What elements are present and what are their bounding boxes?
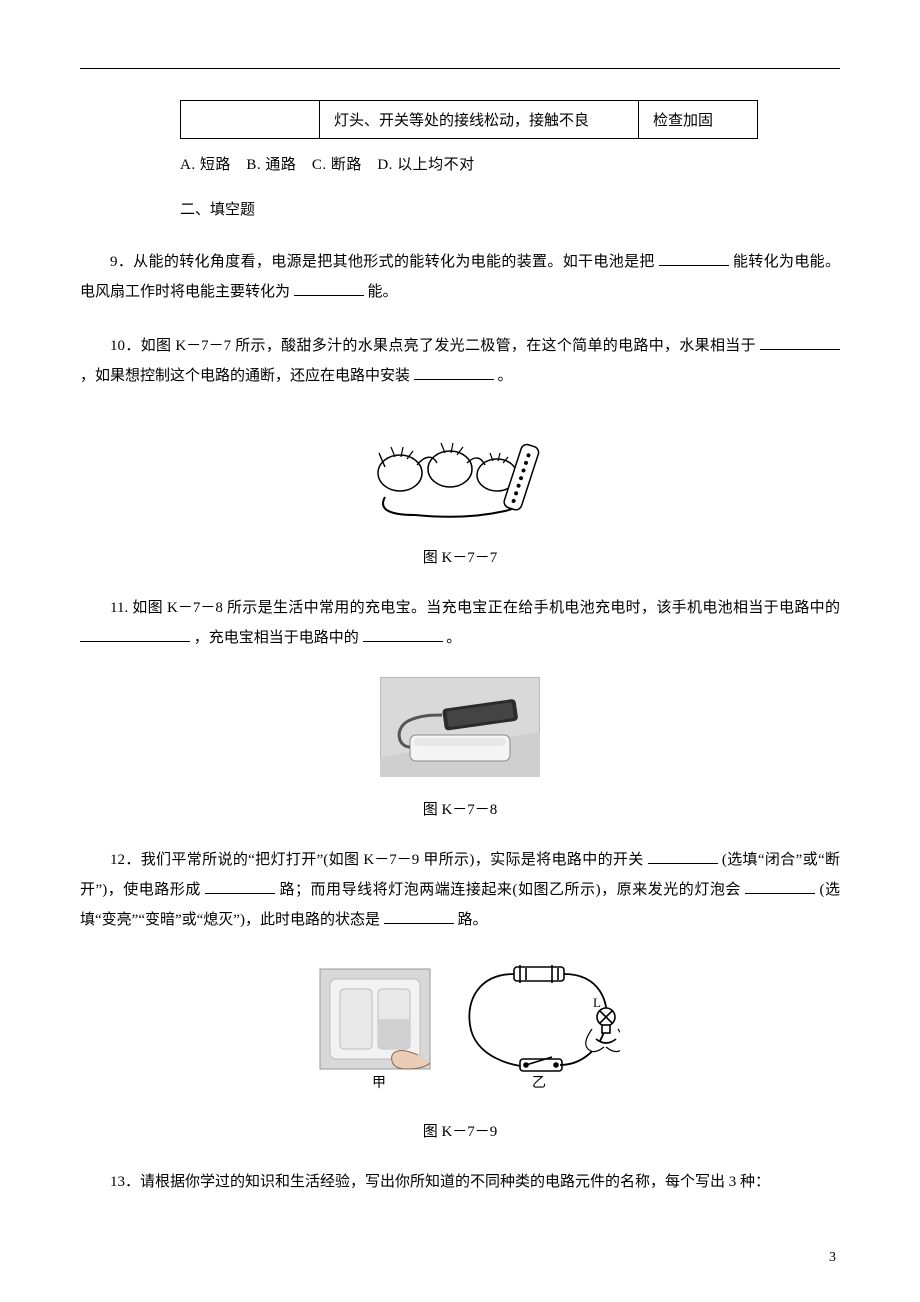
figure-k-7-8	[80, 677, 840, 782]
q9-text-c: 能。	[368, 284, 398, 300]
fig9-label-right: 乙	[532, 1075, 546, 1091]
q11-text-b: ，充电宝相当于电路中的	[194, 630, 359, 646]
table-cell-action: 检查加固	[639, 101, 758, 139]
table-row: 灯头、开关等处的接线松动，接触不良 检查加固	[181, 101, 758, 139]
figure-k-7-9: 甲	[80, 959, 840, 1104]
question-12: 12．我们平常所说的“把灯打开”(如图 K－7－9 甲所示)，实际是将电路中的开…	[80, 845, 840, 935]
q12-text-e: 路。	[457, 912, 487, 928]
question-11: 11. 如图 K－7－8 所示是生活中常用的充电宝。当充电宝正在给手机电池充电时…	[80, 593, 840, 653]
blank	[414, 364, 494, 380]
blank	[294, 280, 364, 296]
q11-text-a: 11. 如图 K－7－8 所示是生活中常用的充电宝。当充电宝正在给手机电池充电时…	[110, 600, 840, 616]
blank	[760, 334, 840, 350]
blank	[384, 908, 454, 924]
table-fragment: 灯头、开关等处的接线松动，接触不良 检查加固	[180, 100, 758, 139]
q10-text-a: 10．如图 K－7－7 所示，酸甜多汁的水果点亮了发光二极管，在这个简单的电路中…	[110, 338, 756, 354]
blank	[648, 848, 718, 864]
table-cell-fault: 灯头、开关等处的接线松动，接触不良	[320, 101, 639, 139]
blank	[363, 626, 443, 642]
figure-k-7-9-caption: 图 K－7－9	[80, 1120, 840, 1141]
table-cell-empty	[181, 101, 320, 139]
blank	[80, 626, 190, 642]
blank	[205, 878, 275, 894]
figure-k-7-8-caption: 图 K－7－8	[80, 798, 840, 819]
q10-text-b: ，如果想控制这个电路的通断，还应在电路中安装	[80, 368, 410, 384]
q9-text-a: 9．从能的转化角度看，电源是把其他形式的能转化为电能的装置。如干电池是把	[110, 254, 655, 270]
question-9: 9．从能的转化角度看，电源是把其他形式的能转化为电能的装置。如干电池是把 能转化…	[80, 247, 840, 307]
question-10: 10．如图 K－7－7 所示，酸甜多汁的水果点亮了发光二极管，在这个简单的电路中…	[80, 331, 840, 391]
q12-text-c: 路；而用导线将灯泡两端连接起来(如图乙所示)，原来发光的灯泡会	[279, 882, 740, 898]
q10-text-c: 。	[498, 368, 513, 384]
q11-text-c: 。	[446, 630, 461, 646]
section-title-fill: 二、填空题	[180, 198, 840, 219]
svg-text:L: L	[593, 995, 601, 1010]
figure-k-7-7-caption: 图 K－7－7	[80, 546, 840, 567]
fig9-label-left: 甲	[372, 1076, 386, 1091]
blank	[659, 250, 729, 266]
page-top-rule	[80, 68, 840, 69]
figure-k-7-7	[80, 415, 840, 530]
page-number: 3	[829, 1250, 836, 1266]
mc-options: A. 短路 B. 通路 C. 断路 D. 以上均不对	[180, 153, 840, 174]
q12-text-a: 12．我们平常所说的“把灯打开”(如图 K－7－9 甲所示)，实际是将电路中的开…	[110, 852, 644, 868]
question-13: 13．请根据你学过的知识和生活经验，写出你所知道的不同种类的电路元件的名称，每个…	[80, 1167, 840, 1197]
blank	[745, 878, 815, 894]
